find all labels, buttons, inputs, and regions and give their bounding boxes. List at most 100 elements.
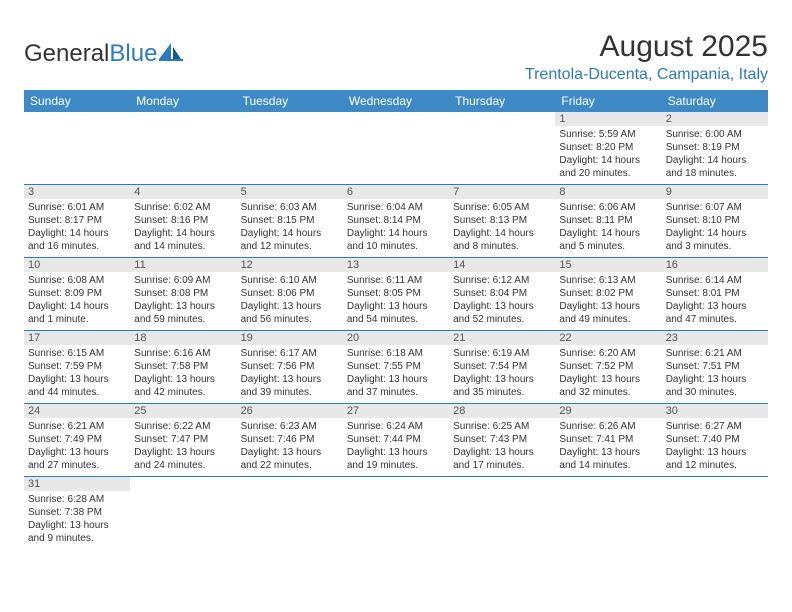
calendar-day-cell: 18Sunrise: 6:16 AMSunset: 7:58 PMDayligh… (130, 331, 236, 404)
day-number (343, 477, 449, 491)
calendar-page: GeneralBlue August 2025 Trentola-Ducenta… (0, 0, 792, 549)
day-number: 19 (237, 331, 343, 345)
day-number: 29 (555, 404, 661, 418)
day-body: Sunrise: 6:11 AMSunset: 8:05 PMDaylight:… (343, 272, 449, 330)
sunset-text: Sunset: 7:46 PM (241, 433, 339, 446)
day-number: 6 (343, 185, 449, 199)
sunrise-text: Sunrise: 6:03 AM (241, 201, 339, 214)
day-header: Thursday (449, 90, 555, 112)
sunset-text: Sunset: 8:16 PM (134, 214, 232, 227)
title-block: August 2025 Trentola-Ducenta, Campania, … (525, 30, 768, 84)
day-number: 7 (449, 185, 555, 199)
sunset-text: Sunset: 8:02 PM (559, 287, 657, 300)
day-body: Sunrise: 6:00 AMSunset: 8:19 PMDaylight:… (662, 126, 768, 184)
day-body: Sunrise: 5:59 AMSunset: 8:20 PMDaylight:… (555, 126, 661, 184)
daylight-text: Daylight: 14 hours and 5 minutes. (559, 227, 657, 253)
sunset-text: Sunset: 8:09 PM (28, 287, 126, 300)
sunset-text: Sunset: 8:11 PM (559, 214, 657, 227)
day-body: Sunrise: 6:09 AMSunset: 8:08 PMDaylight:… (130, 272, 236, 330)
sunrise-text: Sunrise: 6:27 AM (666, 420, 764, 433)
day-body (449, 126, 555, 180)
sunset-text: Sunset: 8:17 PM (28, 214, 126, 227)
calendar-day-cell: 12Sunrise: 6:10 AMSunset: 8:06 PMDayligh… (237, 258, 343, 331)
day-body: Sunrise: 6:14 AMSunset: 8:01 PMDaylight:… (662, 272, 768, 330)
calendar-day-cell: 27Sunrise: 6:24 AMSunset: 7:44 PMDayligh… (343, 404, 449, 477)
day-number: 14 (449, 258, 555, 272)
day-body: Sunrise: 6:28 AMSunset: 7:38 PMDaylight:… (24, 491, 130, 549)
sunset-text: Sunset: 7:51 PM (666, 360, 764, 373)
sunrise-text: Sunrise: 6:14 AM (666, 274, 764, 287)
day-number: 12 (237, 258, 343, 272)
calendar-day-cell: 11Sunrise: 6:09 AMSunset: 8:08 PMDayligh… (130, 258, 236, 331)
day-number (343, 112, 449, 126)
day-number: 16 (662, 258, 768, 272)
daylight-text: Daylight: 13 hours and 42 minutes. (134, 373, 232, 399)
page-header: GeneralBlue August 2025 Trentola-Ducenta… (24, 30, 768, 84)
daylight-text: Daylight: 13 hours and 37 minutes. (347, 373, 445, 399)
sunrise-text: Sunrise: 6:26 AM (559, 420, 657, 433)
sunset-text: Sunset: 8:01 PM (666, 287, 764, 300)
sunrise-text: Sunrise: 6:19 AM (453, 347, 551, 360)
day-header: Wednesday (343, 90, 449, 112)
sunset-text: Sunset: 7:56 PM (241, 360, 339, 373)
calendar-day-cell (343, 112, 449, 185)
day-body: Sunrise: 6:20 AMSunset: 7:52 PMDaylight:… (555, 345, 661, 403)
day-body: Sunrise: 6:27 AMSunset: 7:40 PMDaylight:… (662, 418, 768, 476)
day-body: Sunrise: 6:01 AMSunset: 8:17 PMDaylight:… (24, 199, 130, 257)
day-number (449, 477, 555, 491)
daylight-text: Daylight: 14 hours and 1 minute. (28, 300, 126, 326)
calendar-day-cell: 7Sunrise: 6:05 AMSunset: 8:13 PMDaylight… (449, 185, 555, 258)
day-number: 11 (130, 258, 236, 272)
day-body: Sunrise: 6:23 AMSunset: 7:46 PMDaylight:… (237, 418, 343, 476)
sunset-text: Sunset: 8:19 PM (666, 141, 764, 154)
calendar-day-cell: 2Sunrise: 6:00 AMSunset: 8:19 PMDaylight… (662, 112, 768, 185)
sunrise-text: Sunrise: 6:08 AM (28, 274, 126, 287)
sunset-text: Sunset: 8:08 PM (134, 287, 232, 300)
sunset-text: Sunset: 8:13 PM (453, 214, 551, 227)
day-number: 2 (662, 112, 768, 126)
daylight-text: Daylight: 13 hours and 27 minutes. (28, 446, 126, 472)
calendar-day-cell (237, 477, 343, 550)
day-number (24, 112, 130, 126)
day-body: Sunrise: 6:12 AMSunset: 8:04 PMDaylight:… (449, 272, 555, 330)
day-body (555, 491, 661, 545)
day-body: Sunrise: 6:03 AMSunset: 8:15 PMDaylight:… (237, 199, 343, 257)
day-number: 24 (24, 404, 130, 418)
day-body: Sunrise: 6:06 AMSunset: 8:11 PMDaylight:… (555, 199, 661, 257)
sunrise-text: Sunrise: 6:24 AM (347, 420, 445, 433)
calendar-day-cell: 9Sunrise: 6:07 AMSunset: 8:10 PMDaylight… (662, 185, 768, 258)
sunset-text: Sunset: 8:14 PM (347, 214, 445, 227)
sunrise-text: Sunrise: 6:16 AM (134, 347, 232, 360)
calendar-day-cell (555, 477, 661, 550)
calendar-day-cell: 24Sunrise: 6:21 AMSunset: 7:49 PMDayligh… (24, 404, 130, 477)
daylight-text: Daylight: 13 hours and 39 minutes. (241, 373, 339, 399)
sunset-text: Sunset: 7:38 PM (28, 506, 126, 519)
calendar-day-cell (237, 112, 343, 185)
day-number: 4 (130, 185, 236, 199)
calendar-day-cell: 28Sunrise: 6:25 AMSunset: 7:43 PMDayligh… (449, 404, 555, 477)
day-body: Sunrise: 6:22 AMSunset: 7:47 PMDaylight:… (130, 418, 236, 476)
daylight-text: Daylight: 13 hours and 19 minutes. (347, 446, 445, 472)
day-body (130, 126, 236, 180)
sunset-text: Sunset: 8:05 PM (347, 287, 445, 300)
day-number: 25 (130, 404, 236, 418)
day-number (130, 112, 236, 126)
sunrise-text: Sunrise: 6:21 AM (28, 420, 126, 433)
daylight-text: Daylight: 14 hours and 8 minutes. (453, 227, 551, 253)
sunrise-text: Sunrise: 6:15 AM (28, 347, 126, 360)
sunrise-text: Sunrise: 6:25 AM (453, 420, 551, 433)
daylight-text: Daylight: 13 hours and 59 minutes. (134, 300, 232, 326)
day-number: 20 (343, 331, 449, 345)
sunrise-text: Sunrise: 6:09 AM (134, 274, 232, 287)
day-number (237, 112, 343, 126)
day-body (343, 491, 449, 545)
daylight-text: Daylight: 13 hours and 17 minutes. (453, 446, 551, 472)
sunset-text: Sunset: 7:43 PM (453, 433, 551, 446)
day-number: 22 (555, 331, 661, 345)
sunset-text: Sunset: 7:44 PM (347, 433, 445, 446)
day-body: Sunrise: 6:15 AMSunset: 7:59 PMDaylight:… (24, 345, 130, 403)
day-body: Sunrise: 6:02 AMSunset: 8:16 PMDaylight:… (130, 199, 236, 257)
calendar-day-cell: 14Sunrise: 6:12 AMSunset: 8:04 PMDayligh… (449, 258, 555, 331)
daylight-text: Daylight: 14 hours and 12 minutes. (241, 227, 339, 253)
calendar-day-cell (130, 112, 236, 185)
